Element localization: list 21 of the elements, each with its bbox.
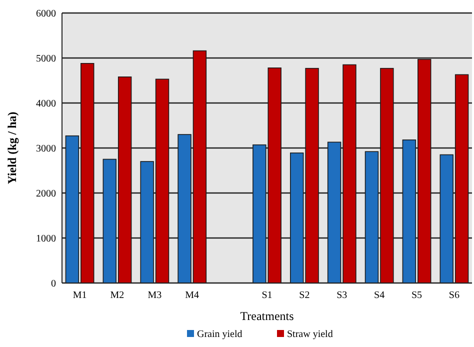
x-tick-label: S2 [299, 290, 310, 301]
x-axis-title: Treatments [240, 309, 294, 323]
x-tick-label: M4 [185, 290, 200, 301]
x-tick-label: S4 [374, 290, 385, 301]
y-tick-label: 3000 [36, 144, 56, 154]
y-tick-label: 5000 [36, 54, 56, 64]
y-tick-label: 4000 [36, 98, 56, 110]
x-tick-label: M2 [110, 290, 124, 301]
x-tick-label: S3 [336, 290, 348, 301]
y-tick-label: 1000 [36, 234, 56, 244]
legend-label: Grain yield [197, 329, 242, 340]
legend-label: Straw yield [287, 329, 333, 340]
y-tick-label: 0 [51, 278, 56, 290]
x-tick-label: S6 [448, 290, 460, 301]
x-tick-label: S5 [411, 290, 422, 301]
x-tick-label: S1 [262, 290, 272, 301]
x-tick-label: M3 [148, 290, 162, 301]
x-tick-label: M1 [72, 290, 87, 301]
y-axis-title: Yield (kg / ha) [5, 112, 19, 184]
y-tick-label: 6000 [36, 8, 56, 20]
y-tick-label: 2000 [36, 188, 56, 200]
